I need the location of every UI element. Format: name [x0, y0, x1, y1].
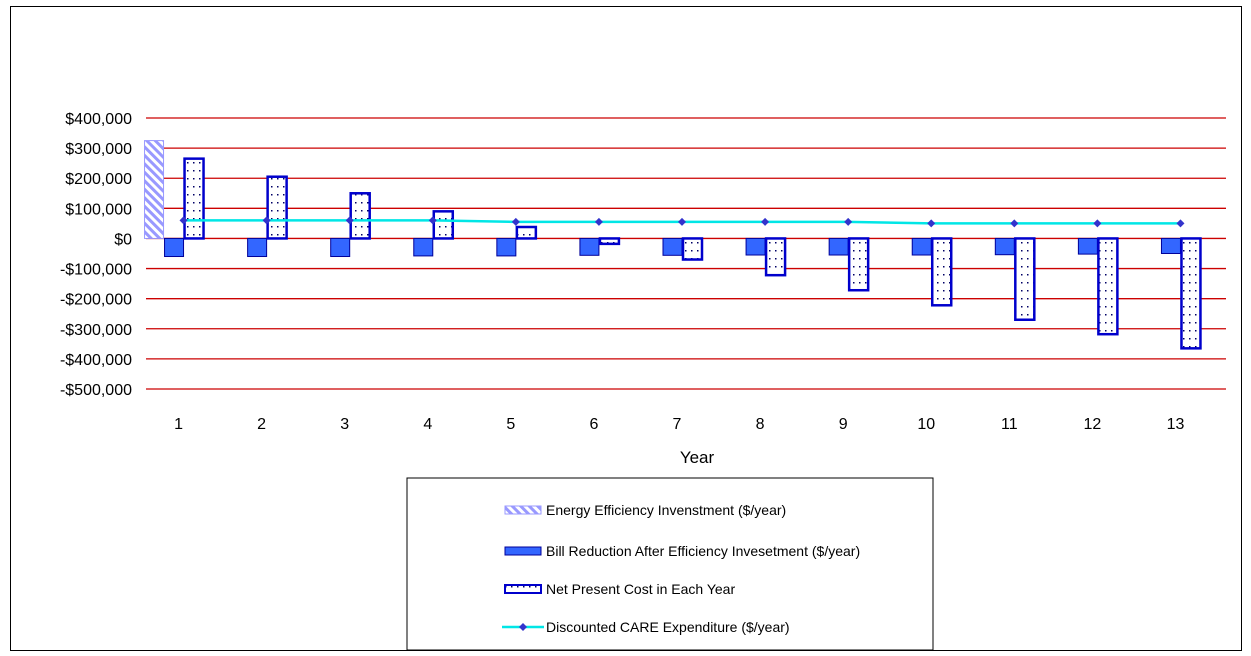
legend-swatch: [504, 546, 542, 556]
line-marker: [844, 217, 853, 226]
bar-dotted: [432, 210, 455, 240]
line-marker: [1093, 219, 1102, 228]
x-tick-label: 8: [756, 416, 765, 433]
x-tick-label: 13: [1167, 416, 1185, 433]
line-marker: [761, 217, 770, 226]
y-tick-label: $300,000: [65, 141, 132, 158]
line-marker: [594, 217, 603, 226]
bar-solid: [911, 237, 932, 256]
line-marker: [1010, 219, 1019, 228]
y-tick-label: -$100,000: [60, 262, 132, 279]
bar-dotted: [1097, 237, 1119, 336]
x-tick-label: 1: [174, 416, 183, 433]
bar-dotted: [349, 192, 371, 240]
x-tick-label: 9: [839, 416, 848, 433]
line-marker: [179, 216, 188, 225]
legend-swatch: [504, 584, 542, 594]
bar-dotted: [183, 157, 205, 240]
x-tick-label: 3: [340, 416, 349, 433]
line-marker: [345, 216, 354, 225]
bar-dotted: [1014, 237, 1036, 321]
line-marker: [927, 219, 936, 228]
bar-solid: [413, 237, 434, 257]
x-tick-label: 5: [506, 416, 515, 433]
legend-label: Discounted CARE Expenditure ($/year): [546, 619, 790, 635]
legend-box: [406, 477, 934, 650]
legend-label: Net Present Cost in Each Year: [546, 581, 735, 597]
line-marker: [262, 216, 271, 225]
x-tick-label: 7: [673, 416, 682, 433]
bar-solid: [330, 237, 351, 258]
line-marker: [1176, 219, 1185, 228]
bar-solid: [579, 237, 600, 256]
y-tick-label: $0: [114, 231, 132, 248]
y-tick-label: $400,000: [65, 111, 132, 128]
y-tick-label: -$400,000: [60, 352, 132, 369]
bar-dotted: [930, 237, 953, 307]
bar-solid: [662, 237, 683, 256]
line-marker: [428, 216, 437, 225]
bar-solid: [247, 237, 268, 258]
x-tick-label: 10: [917, 416, 935, 433]
bar-solid: [164, 237, 185, 258]
bar-solid: [828, 237, 849, 256]
y-tick-label: $200,000: [65, 171, 132, 188]
x-tick-label: 11: [1001, 416, 1018, 433]
bar-solid: [745, 237, 766, 256]
bar-solid: [496, 237, 517, 257]
chart: $400,000 $300,000 $200,000 $100,000 $0 -$100,…: [60, 111, 1226, 650]
line-marker: [678, 217, 686, 226]
bar-solid: [1160, 237, 1181, 254]
bar-diagonal-hatch: [144, 140, 165, 239]
legend: Energy Efficiency Invenstment ($/year) Bi…: [406, 477, 934, 650]
bars: [144, 140, 1202, 350]
bar-dotted: [681, 237, 704, 261]
legend-label: Energy Efficiency Invenstment ($/year): [546, 502, 786, 518]
x-tick-label: 2: [257, 416, 266, 433]
legend-label: Bill Reduction After Efficiency Invesetm…: [546, 543, 860, 559]
y-tick-label: -$500,000: [60, 382, 132, 399]
x-tick-label: 4: [423, 416, 432, 433]
y-axis-tick-labels: $400,000 $300,000 $200,000 $100,000 $0 -$100,…: [60, 111, 132, 399]
bar-dotted: [598, 237, 621, 246]
legend-swatch: [504, 505, 542, 515]
x-tick-label: 12: [1083, 416, 1101, 433]
bar-solid: [1077, 237, 1098, 255]
x-axis-title: Year: [680, 448, 715, 467]
line-marker: [511, 217, 520, 226]
y-tick-label: -$200,000: [60, 292, 132, 309]
y-tick-label: -$300,000: [60, 322, 132, 339]
bar-dotted: [847, 237, 870, 292]
chart-frame: $400,000 $300,000 $200,000 $100,000 $0 -$100,…: [10, 6, 1242, 651]
bar-dotted: [515, 225, 538, 240]
bar-dotted: [1180, 237, 1202, 350]
series-line: [179, 216, 1185, 228]
x-axis-tick-labels: 1 2 3 4 5 6 7 8 9 10 11 12 13: [174, 416, 1184, 433]
legend-marker: [519, 623, 527, 631]
bar-solid: [994, 237, 1015, 256]
bar-dotted: [266, 175, 288, 240]
x-tick-label: 6: [589, 416, 598, 433]
y-tick-label: $100,000: [65, 201, 132, 218]
bar-dotted: [764, 237, 787, 277]
